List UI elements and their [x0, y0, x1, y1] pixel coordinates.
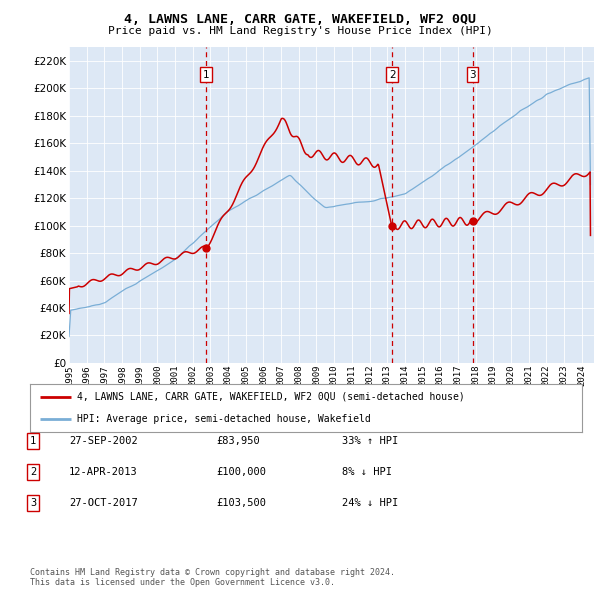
Text: Price paid vs. HM Land Registry's House Price Index (HPI): Price paid vs. HM Land Registry's House … — [107, 26, 493, 36]
Text: 1: 1 — [203, 70, 209, 80]
Text: 3: 3 — [469, 70, 476, 80]
Text: 4, LAWNS LANE, CARR GATE, WAKEFIELD, WF2 0QU: 4, LAWNS LANE, CARR GATE, WAKEFIELD, WF2… — [124, 13, 476, 26]
Text: 3: 3 — [30, 498, 36, 507]
Text: 33% ↑ HPI: 33% ↑ HPI — [342, 437, 398, 446]
Text: 27-SEP-2002: 27-SEP-2002 — [69, 437, 138, 446]
Text: 8% ↓ HPI: 8% ↓ HPI — [342, 467, 392, 477]
Text: 2: 2 — [30, 467, 36, 477]
Text: 1: 1 — [30, 437, 36, 446]
Text: 24% ↓ HPI: 24% ↓ HPI — [342, 498, 398, 507]
Text: £83,950: £83,950 — [216, 437, 260, 446]
Text: HPI: Average price, semi-detached house, Wakefield: HPI: Average price, semi-detached house,… — [77, 414, 371, 424]
Text: £103,500: £103,500 — [216, 498, 266, 507]
Text: £100,000: £100,000 — [216, 467, 266, 477]
Text: 4, LAWNS LANE, CARR GATE, WAKEFIELD, WF2 0QU (semi-detached house): 4, LAWNS LANE, CARR GATE, WAKEFIELD, WF2… — [77, 392, 464, 402]
Text: 27-OCT-2017: 27-OCT-2017 — [69, 498, 138, 507]
Text: 2: 2 — [389, 70, 395, 80]
Text: Contains HM Land Registry data © Crown copyright and database right 2024.
This d: Contains HM Land Registry data © Crown c… — [30, 568, 395, 587]
Text: 12-APR-2013: 12-APR-2013 — [69, 467, 138, 477]
